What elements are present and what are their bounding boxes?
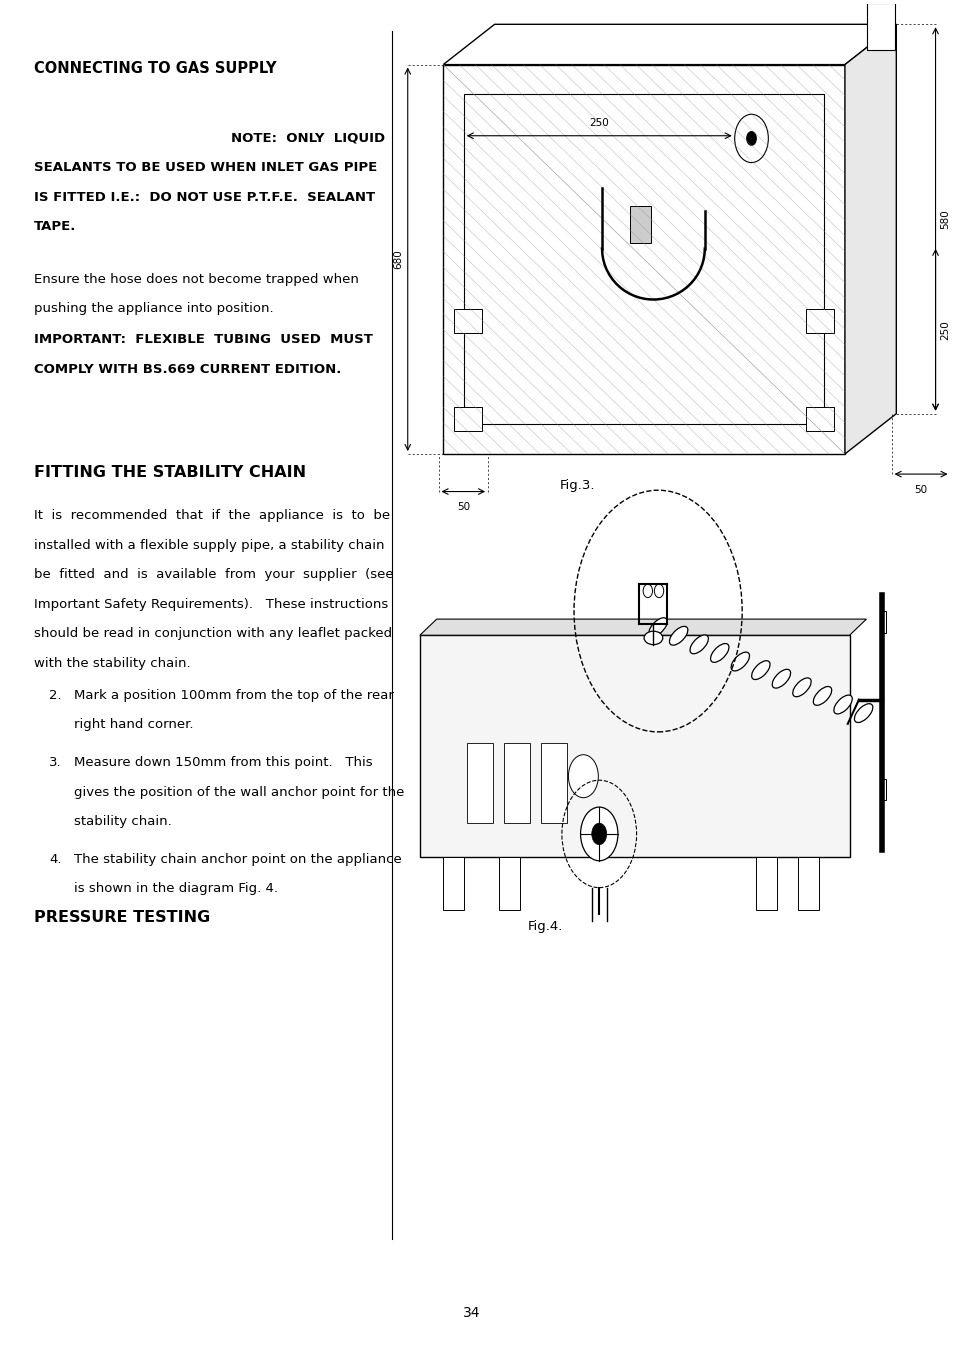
Ellipse shape bbox=[669, 627, 687, 646]
Bar bbox=[805, 407, 833, 431]
Text: IS FITTED I.E.:  DO NOT USE P.T.F.E.  SEALANT: IS FITTED I.E.: DO NOT USE P.T.F.E. SEAL… bbox=[34, 190, 375, 204]
Text: It  is  recommended  that  if  the  appliance  is  to  be: It is recommended that if the appliance … bbox=[34, 509, 390, 521]
Text: CONNECTING TO GAS SUPPLY: CONNECTING TO GAS SUPPLY bbox=[34, 61, 276, 76]
Bar bbox=[419, 635, 849, 857]
Text: SEALANTS TO BE USED WHEN INLET GAS PIPE: SEALANTS TO BE USED WHEN INLET GAS PIPE bbox=[34, 161, 377, 174]
Text: installed with a flexible supply pipe, a stability chain: installed with a flexible supply pipe, a… bbox=[34, 539, 384, 551]
Bar bbox=[454, 407, 482, 431]
Polygon shape bbox=[844, 24, 896, 454]
Polygon shape bbox=[419, 619, 865, 635]
Bar bbox=[443, 857, 463, 911]
Text: Mark a position 100mm from the top of the rear: Mark a position 100mm from the top of th… bbox=[74, 689, 394, 703]
Text: 3.: 3. bbox=[49, 757, 62, 769]
Circle shape bbox=[642, 584, 652, 597]
Bar bbox=[866, 3, 894, 50]
Ellipse shape bbox=[854, 704, 872, 723]
Text: 250: 250 bbox=[589, 118, 608, 128]
Text: Ensure the hose does not become trapped when: Ensure the hose does not become trapped … bbox=[34, 273, 358, 285]
Circle shape bbox=[746, 131, 756, 145]
Text: right hand corner.: right hand corner. bbox=[74, 719, 193, 731]
Ellipse shape bbox=[643, 631, 662, 644]
Text: 34: 34 bbox=[462, 1306, 479, 1320]
Text: pushing the appliance into position.: pushing the appliance into position. bbox=[34, 303, 274, 315]
Text: stability chain.: stability chain. bbox=[74, 815, 172, 828]
Bar bbox=[798, 857, 818, 911]
Text: NOTE:  ONLY  LIQUID: NOTE: ONLY LIQUID bbox=[231, 131, 385, 145]
Text: 250: 250 bbox=[940, 320, 949, 339]
Text: FITTING THE STABILITY CHAIN: FITTING THE STABILITY CHAIN bbox=[34, 465, 306, 480]
Text: 50: 50 bbox=[456, 503, 470, 512]
Ellipse shape bbox=[648, 617, 666, 636]
Circle shape bbox=[654, 584, 663, 597]
Text: 4.: 4. bbox=[49, 852, 61, 866]
Polygon shape bbox=[443, 24, 896, 65]
Text: 580: 580 bbox=[940, 209, 949, 228]
Text: The stability chain anchor point on the appliance: The stability chain anchor point on the … bbox=[74, 852, 401, 866]
Polygon shape bbox=[443, 65, 844, 454]
Bar bbox=[880, 611, 885, 632]
Text: gives the position of the wall anchor point for the: gives the position of the wall anchor po… bbox=[74, 785, 404, 798]
Bar bbox=[466, 743, 493, 823]
Ellipse shape bbox=[751, 661, 769, 680]
Text: 50: 50 bbox=[914, 485, 926, 494]
Ellipse shape bbox=[710, 643, 728, 662]
Text: Important Safety Requirements).   These instructions: Important Safety Requirements). These in… bbox=[34, 597, 388, 611]
Bar bbox=[805, 309, 833, 334]
Text: 2.: 2. bbox=[49, 689, 62, 703]
Text: is shown in the diagram Fig. 4.: is shown in the diagram Fig. 4. bbox=[74, 882, 278, 896]
Ellipse shape bbox=[771, 669, 790, 688]
Circle shape bbox=[580, 807, 618, 861]
Text: 680: 680 bbox=[393, 250, 402, 269]
Ellipse shape bbox=[689, 635, 708, 654]
Text: Fig.3.: Fig.3. bbox=[559, 480, 595, 493]
Ellipse shape bbox=[813, 686, 831, 705]
Ellipse shape bbox=[792, 678, 810, 697]
Bar bbox=[503, 743, 530, 823]
Bar bbox=[756, 857, 776, 911]
Text: TAPE.: TAPE. bbox=[34, 220, 76, 234]
Circle shape bbox=[734, 115, 767, 162]
Bar bbox=[454, 309, 482, 334]
Text: should be read in conjunction with any leaflet packed: should be read in conjunction with any l… bbox=[34, 627, 392, 640]
Circle shape bbox=[591, 823, 606, 844]
Text: Fig.4.: Fig.4. bbox=[527, 920, 562, 932]
Text: be  fitted  and  is  available  from  your  supplier  (see: be fitted and is available from your sup… bbox=[34, 567, 394, 581]
Ellipse shape bbox=[730, 653, 749, 671]
Text: IMPORTANT:  FLEXIBLE  TUBING  USED  MUST: IMPORTANT: FLEXIBLE TUBING USED MUST bbox=[34, 334, 373, 346]
Bar bbox=[498, 857, 519, 911]
Text: PRESSURE TESTING: PRESSURE TESTING bbox=[34, 911, 210, 925]
Text: Measure down 150mm from this point.   This: Measure down 150mm from this point. This bbox=[74, 757, 373, 769]
Circle shape bbox=[568, 755, 598, 797]
Text: with the stability chain.: with the stability chain. bbox=[34, 657, 191, 670]
Bar bbox=[540, 743, 567, 823]
Ellipse shape bbox=[833, 696, 851, 713]
Bar bbox=[880, 780, 885, 800]
Text: COMPLY WITH BS.669 CURRENT EDITION.: COMPLY WITH BS.669 CURRENT EDITION. bbox=[34, 362, 341, 376]
Bar bbox=[629, 205, 650, 243]
